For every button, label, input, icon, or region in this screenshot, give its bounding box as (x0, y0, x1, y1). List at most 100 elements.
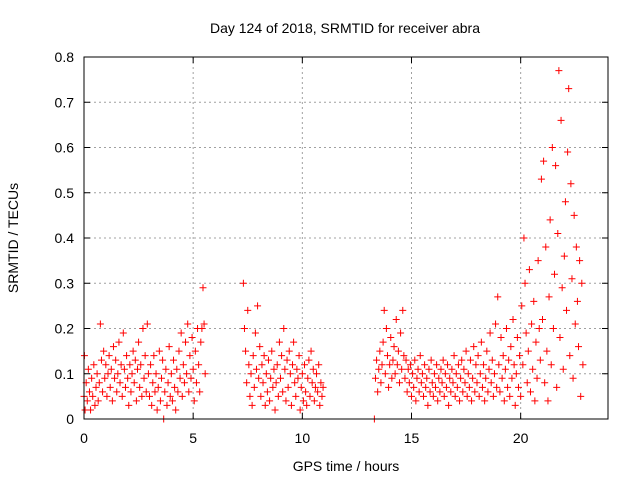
data-point (297, 383, 305, 391)
data-point (521, 279, 529, 287)
data-point (284, 383, 292, 391)
data-point (94, 397, 102, 405)
data-point (471, 388, 479, 396)
data-point (111, 374, 119, 382)
data-point (546, 216, 554, 224)
data-point (402, 356, 410, 364)
data-point (466, 356, 474, 364)
data-point (405, 379, 413, 387)
data-point (416, 352, 424, 360)
data-point (445, 401, 453, 409)
data-point (304, 374, 312, 382)
data-point (510, 361, 518, 369)
data-point (472, 361, 480, 369)
data-point (394, 347, 402, 355)
data-point (118, 392, 126, 400)
data-point (143, 320, 151, 328)
x-tick-label: 15 (404, 430, 420, 446)
data-point (132, 397, 140, 405)
data-point (163, 401, 171, 409)
data-point (161, 388, 169, 396)
y-tick-label: 0.4 (55, 230, 75, 246)
data-point (570, 211, 578, 219)
data-point (302, 388, 310, 396)
data-point (259, 379, 267, 387)
data-point (192, 379, 200, 387)
data-point (552, 162, 560, 170)
data-point (176, 374, 184, 382)
data-point (287, 401, 295, 409)
data-point (272, 379, 280, 387)
data-point (289, 361, 297, 369)
data-point (554, 229, 562, 237)
data-point (102, 361, 110, 369)
data-point (137, 361, 145, 369)
data-point (420, 392, 428, 400)
data-point (504, 383, 512, 391)
data-point (430, 370, 438, 378)
y-tick-label: 0.2 (55, 321, 75, 337)
data-point (379, 338, 387, 346)
data-point (408, 392, 415, 400)
data-point (105, 352, 113, 360)
data-point (451, 392, 459, 400)
data-point (381, 370, 389, 378)
data-point (256, 343, 264, 351)
data-point (243, 379, 251, 387)
data-point (511, 401, 519, 409)
data-point (84, 365, 92, 373)
data-point (91, 401, 99, 409)
data-point (493, 383, 501, 391)
data-point (196, 388, 204, 396)
data-point (391, 370, 399, 378)
data-point (309, 365, 317, 373)
data-point (371, 374, 379, 382)
data-point (492, 320, 500, 328)
data-point (400, 352, 408, 360)
data-point (404, 365, 412, 373)
data-point (249, 352, 257, 360)
data-point (442, 383, 450, 391)
data-point (560, 252, 568, 260)
data-point (457, 374, 465, 382)
data-point (117, 361, 125, 369)
data-point (403, 388, 411, 396)
data-point (184, 320, 192, 328)
data-point (392, 315, 400, 323)
data-point (458, 356, 466, 364)
data-point (164, 379, 172, 387)
data-point (529, 365, 537, 373)
data-point (247, 370, 255, 378)
data-point (195, 361, 203, 369)
data-point (531, 397, 539, 405)
data-point (481, 397, 489, 405)
data-point (444, 361, 452, 369)
data-point (119, 329, 127, 337)
data-point (555, 67, 563, 75)
data-point (104, 370, 112, 378)
data-point (280, 325, 288, 332)
data-point (121, 383, 129, 391)
data-point (563, 306, 571, 314)
data-point (270, 365, 278, 373)
data-point (473, 379, 481, 387)
data-point (411, 356, 419, 364)
data-point (434, 397, 442, 405)
data-point (436, 388, 444, 396)
data-point (89, 392, 97, 400)
data-point (551, 270, 559, 278)
data-point (507, 343, 515, 351)
data-point (189, 365, 197, 373)
data-point (305, 356, 313, 364)
data-point (268, 347, 276, 355)
data-point (376, 347, 384, 355)
data-point (469, 374, 477, 382)
data-point (166, 392, 174, 400)
data-point (490, 370, 498, 378)
data-point (120, 365, 128, 373)
data-point (561, 198, 569, 206)
data-point (494, 293, 502, 301)
data-point (175, 347, 183, 355)
data-point (477, 338, 485, 346)
data-point (311, 383, 319, 391)
